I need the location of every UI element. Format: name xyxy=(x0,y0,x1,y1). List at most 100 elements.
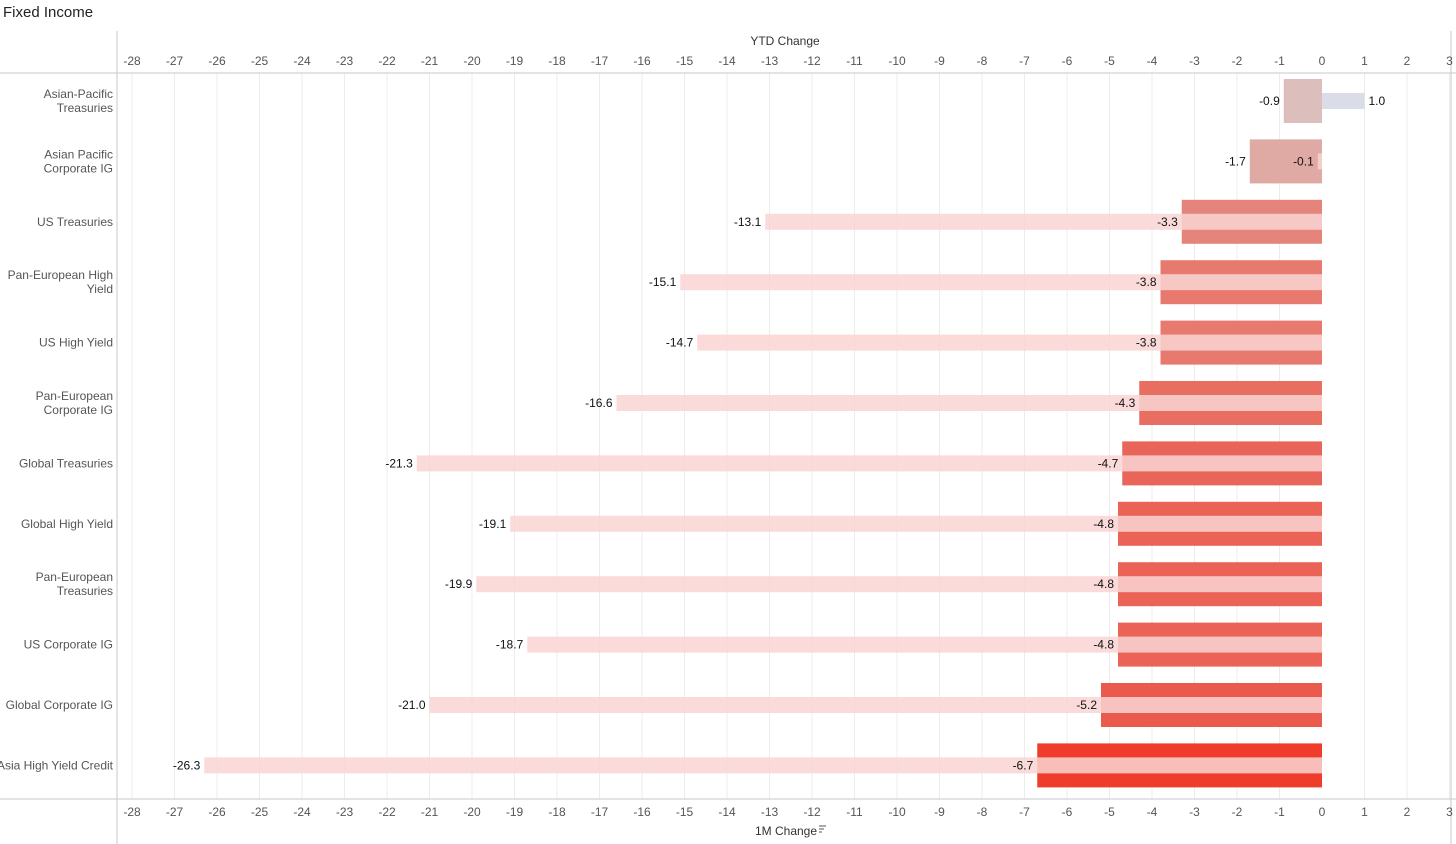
m1-value-label: -6.7 xyxy=(1013,758,1034,772)
row-label: Global Corporate IG xyxy=(6,698,113,712)
bottom-tick-label: -6 xyxy=(1062,805,1073,819)
bottom-tick-label: -3 xyxy=(1189,805,1200,819)
m1-value-label: -3.3 xyxy=(1157,215,1178,229)
ytd-value-label: -13.1 xyxy=(734,215,762,229)
top-tick-label: 3 xyxy=(1446,54,1453,68)
ytd-value-label: -19.1 xyxy=(479,517,507,531)
m1-value-label: -4.8 xyxy=(1093,577,1114,591)
top-tick-label: -28 xyxy=(123,54,141,68)
row-label: Pan-European xyxy=(36,570,113,584)
top-tick-label: -3 xyxy=(1189,54,1200,68)
bottom-tick-label: 0 xyxy=(1319,805,1326,819)
ytd-value-label: 1.0 xyxy=(1369,94,1386,108)
ytd-value-label: -18.7 xyxy=(496,638,524,652)
ytd-value-label: -19.9 xyxy=(445,577,473,591)
bottom-tick-label: -28 xyxy=(123,805,141,819)
ytd-value-label: -0.1 xyxy=(1293,154,1314,168)
top-tick-label: -8 xyxy=(977,54,988,68)
bottom-tick-label: 2 xyxy=(1404,805,1411,819)
bottom-tick-label: -22 xyxy=(378,805,396,819)
bottom-tick-label: -1 xyxy=(1274,805,1285,819)
top-tick-label: 0 xyxy=(1319,54,1326,68)
top-tick-label: -1 xyxy=(1274,54,1285,68)
top-tick-label: -16 xyxy=(633,54,651,68)
bottom-tick-label: -9 xyxy=(934,805,945,819)
bar-ytd-change xyxy=(429,697,1322,713)
top-tick-label: -9 xyxy=(934,54,945,68)
bottom-tick-label: -11 xyxy=(846,805,863,819)
bar-ytd-change xyxy=(680,274,1322,291)
row-label: Global Treasuries xyxy=(19,456,113,470)
row-label: US Treasuries xyxy=(37,215,113,229)
bar-ytd-change xyxy=(416,455,1322,472)
top-tick-label: 2 xyxy=(1404,54,1411,68)
bottom-tick-label: -25 xyxy=(251,805,269,819)
row-label: Treasuries xyxy=(57,584,113,598)
bar-ytd-change xyxy=(204,757,1322,774)
bottom-axis-title: 1M Change xyxy=(755,824,817,838)
sort-descending-icon[interactable] xyxy=(819,825,826,833)
top-tick-label: -11 xyxy=(846,54,863,68)
top-tick-label: -21 xyxy=(421,54,439,68)
top-tick-label: -4 xyxy=(1147,54,1158,68)
top-tick-label: -26 xyxy=(208,54,226,68)
m1-value-label: -3.8 xyxy=(1136,336,1157,350)
row-label: Asian-Pacific xyxy=(44,87,113,101)
top-axis-title: YTD Change xyxy=(750,34,820,48)
top-tick-label: -17 xyxy=(591,54,609,68)
top-tick-label: -15 xyxy=(676,54,694,68)
bottom-tick-label: -4 xyxy=(1147,805,1158,819)
top-tick-label: -14 xyxy=(718,54,736,68)
bar-ytd-change xyxy=(1317,153,1322,170)
bar-ytd-change xyxy=(527,636,1322,653)
m1-value-label: -4.8 xyxy=(1093,517,1114,531)
top-tick-label: 1 xyxy=(1361,54,1368,68)
top-tick-label: -7 xyxy=(1019,54,1030,68)
top-tick-label: -12 xyxy=(803,54,821,68)
bottom-tick-label: -20 xyxy=(463,805,481,819)
bar-ytd-change xyxy=(510,515,1322,532)
bar-ytd-change xyxy=(476,576,1322,593)
row-label: Global High Yield xyxy=(21,517,113,531)
row-label: Pan-European xyxy=(36,389,113,403)
row-label: Corporate IG xyxy=(44,403,113,417)
bottom-tick-label: -5 xyxy=(1104,805,1115,819)
bottom-tick-label: -14 xyxy=(718,805,736,819)
bottom-tick-label: 3 xyxy=(1446,805,1453,819)
m1-value-label: -4.8 xyxy=(1093,638,1114,652)
bar-ytd-change xyxy=(616,395,1322,411)
row-label: Asian Pacific xyxy=(44,147,113,161)
ytd-value-label: -14.7 xyxy=(666,336,694,350)
bottom-tick-label: -13 xyxy=(761,805,779,819)
bottom-tick-label: -23 xyxy=(336,805,354,819)
top-tick-label: -20 xyxy=(463,54,481,68)
top-tick-label: -23 xyxy=(336,54,354,68)
top-tick-label: -19 xyxy=(506,54,524,68)
top-tick-label: -27 xyxy=(166,54,184,68)
bar-ytd-change xyxy=(765,213,1322,230)
bottom-tick-label: -8 xyxy=(977,805,988,819)
bottom-tick-label: -2 xyxy=(1232,805,1243,819)
m1-value-label: -4.7 xyxy=(1098,456,1119,470)
ytd-value-label: -26.3 xyxy=(173,758,201,772)
row-label: Asia High Yield Credit xyxy=(0,758,114,772)
top-tick-label: -24 xyxy=(293,54,311,68)
bottom-tick-label: -17 xyxy=(591,805,609,819)
row-label: Corporate IG xyxy=(44,161,113,175)
row-label: Pan-European High xyxy=(8,268,113,282)
bottom-tick-label: -10 xyxy=(888,805,906,819)
top-tick-label: -6 xyxy=(1062,54,1073,68)
m1-value-label: -3.8 xyxy=(1136,275,1157,289)
ytd-value-label: -21.3 xyxy=(385,456,413,470)
bottom-tick-label: -16 xyxy=(633,805,651,819)
page-title: Fixed Income xyxy=(3,4,94,21)
bottom-tick-label: -12 xyxy=(803,805,821,819)
ytd-value-label: -15.1 xyxy=(649,275,677,289)
bottom-tick-label: -27 xyxy=(166,805,184,819)
m1-value-label: -4.3 xyxy=(1115,396,1136,410)
top-tick-label: -10 xyxy=(888,54,906,68)
bottom-tick-label: -21 xyxy=(421,805,439,819)
bar-1m-change xyxy=(1249,139,1322,184)
top-tick-label: -22 xyxy=(378,54,396,68)
